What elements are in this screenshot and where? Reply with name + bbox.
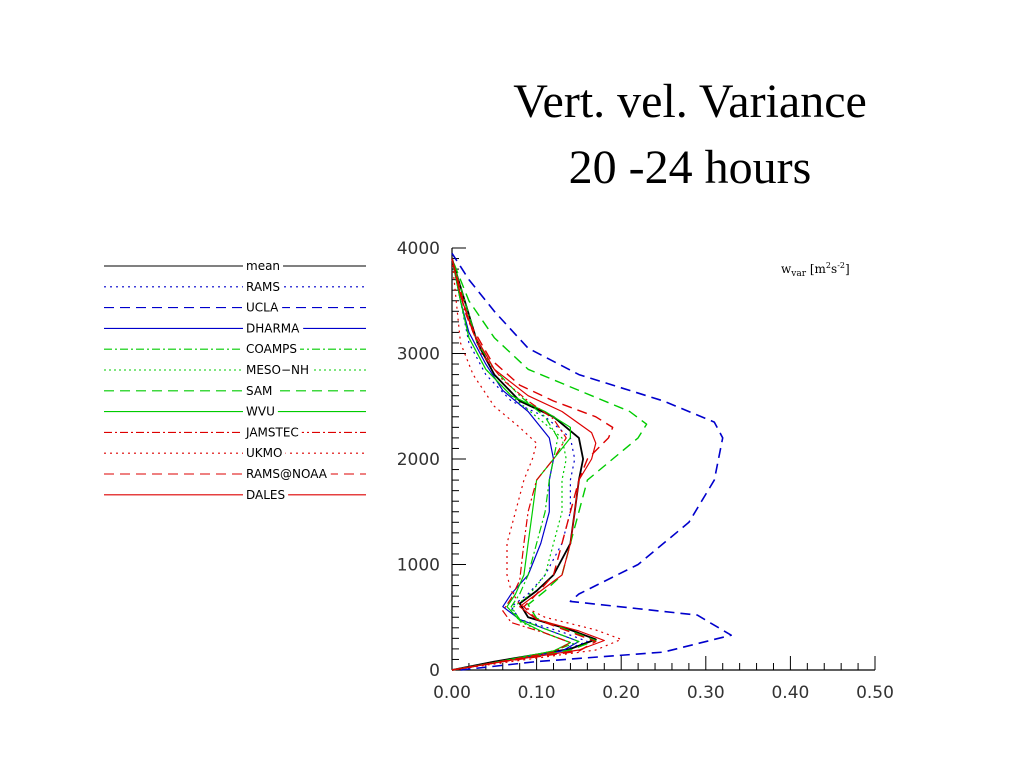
legend-label: RAMS — [246, 280, 280, 294]
legend-label: MESO−NH — [246, 363, 309, 377]
series-line — [451, 258, 622, 671]
legend-label-bg — [243, 383, 276, 398]
legend-label-bg — [243, 363, 313, 377]
annotation-sub: var — [790, 269, 806, 279]
legend-label-bg — [243, 342, 301, 357]
annotation-base: w — [781, 262, 792, 276]
legend-entry: SAM — [104, 383, 366, 398]
legend-label: DHARMA — [246, 321, 300, 335]
chart-axes: 0 1000 2000 3000 4000 0.00 0.10 0.20 0.30 0.40 0.5… — [397, 239, 894, 703]
legend-entry: DALES — [104, 487, 366, 502]
legend-entry: UCLA — [104, 300, 366, 315]
legend-label-bg — [243, 446, 286, 461]
legend-label-bg — [243, 404, 278, 419]
legend-label: RAMS@NOAA — [246, 467, 328, 481]
legend-label: UCLA — [246, 301, 279, 315]
legend-label: WVU — [246, 405, 275, 419]
y-tick-label: 3000 — [397, 345, 440, 365]
legend-label: COAMPS — [246, 342, 297, 356]
legend-label: SAM — [246, 384, 272, 398]
legend-entry: RAMS@NOAA — [104, 467, 366, 481]
legend-label-bg — [243, 279, 284, 294]
legend-label-bg — [243, 487, 289, 502]
y-tick-label: 4000 — [397, 239, 440, 259]
legend-label-bg — [243, 467, 331, 481]
legend-entry: UKMO — [104, 446, 366, 461]
legend-label-bg — [243, 321, 304, 336]
x-tick-label: 0.30 — [687, 683, 725, 703]
series-line — [451, 258, 588, 671]
annotation-units-mid: s — [831, 262, 837, 276]
x-tick-label: 0.40 — [771, 683, 809, 703]
series-line — [451, 258, 614, 671]
legend-entry: mean — [104, 259, 366, 273]
legend-label: JAMSTEC — [245, 425, 299, 439]
legend-entry: RAMS — [104, 279, 366, 294]
annotation-exp2: -2 — [837, 261, 845, 270]
series-line — [451, 258, 648, 671]
series-line — [451, 258, 571, 671]
y-tick-label: 0 — [429, 661, 440, 681]
x-tick-label: 0.10 — [518, 683, 556, 703]
legend-entry: DHARMA — [104, 321, 366, 336]
x-tick-label: 0.00 — [433, 683, 471, 703]
legend-label: UKMO — [246, 446, 282, 460]
x-tick-label: 0.20 — [602, 683, 640, 703]
chart-title-line-2: 20 -24 hours — [568, 141, 812, 194]
annotation-exp1: 2 — [826, 261, 831, 270]
series-line — [451, 252, 732, 671]
series-line — [451, 258, 597, 671]
y-tick-label: 1000 — [397, 556, 440, 576]
series-line — [451, 258, 580, 671]
annotation-units-prefix: [m — [806, 262, 826, 276]
chart-title-line-1: Vert. vel. Variance — [513, 75, 867, 128]
y-tick-label: 2000 — [397, 450, 440, 470]
x-tick-label: 0.50 — [856, 683, 894, 703]
annotation-units-suffix: ] — [845, 262, 850, 276]
legend-entry: COAMPS — [104, 342, 366, 357]
legend-label: mean — [246, 259, 280, 273]
plot-lines — [451, 252, 732, 671]
legend-entry: WVU — [104, 404, 366, 419]
legend-label-bg — [242, 425, 302, 440]
legend-label-bg — [243, 300, 283, 315]
series-line — [451, 258, 605, 671]
legend-entry: JAMSTEC — [104, 425, 366, 440]
chart-legend: mean RAMS UCLA DHARMA COAMPS MESO−NH SAM WVU JAM… — [104, 259, 366, 502]
legend-label: DALES — [246, 488, 285, 502]
legend-entry: MESO−NH — [104, 363, 366, 377]
legend-label-bg — [243, 259, 284, 273]
axis-annotation: wvar [m2s-2] — [781, 261, 850, 279]
